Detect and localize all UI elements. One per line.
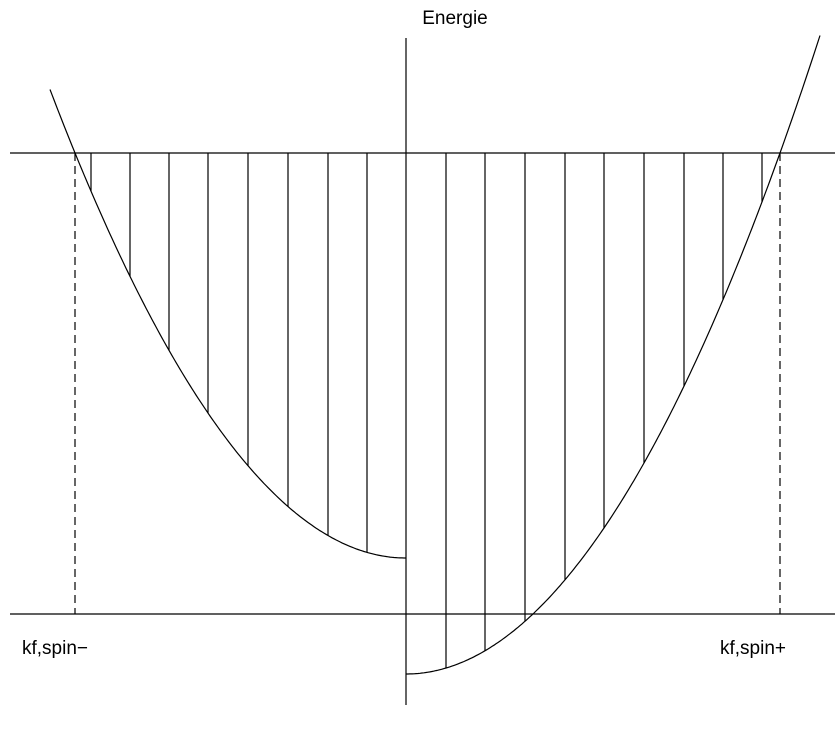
bands	[49, 35, 821, 675]
left-label: kf,spin−	[22, 638, 88, 659]
right-label: kf,spin+	[720, 638, 786, 659]
axis-label: Energie	[422, 8, 488, 29]
spin-plus-band	[406, 35, 821, 675]
spin-minus-band	[49, 89, 406, 559]
